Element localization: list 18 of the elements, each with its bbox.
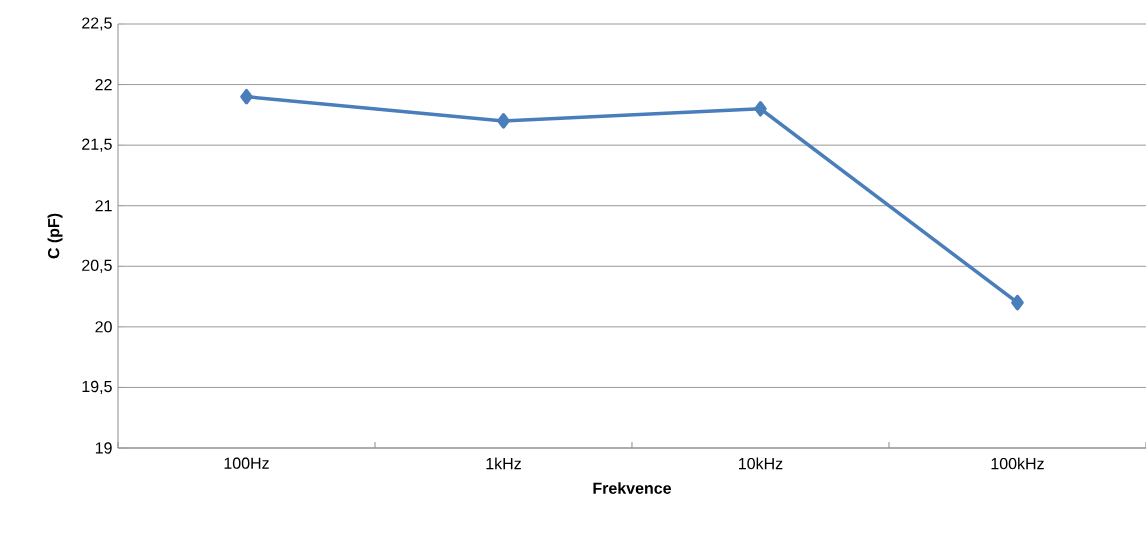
point [754, 101, 767, 117]
x-tick-label: 1kHz [486, 457, 521, 470]
y-tick-label: 19 [95, 442, 112, 454]
y-tick-label: 21,5 [82, 138, 112, 152]
x-tick-label: 100Hz [224, 457, 269, 469]
y-tick-label: 20,5 [82, 259, 112, 273]
y-tick-label: 19,5 [82, 380, 112, 395]
point [1011, 294, 1024, 311]
x-tick-label: 10kHz [739, 457, 783, 470]
point [497, 113, 510, 129]
y-tick-label: 20 [95, 321, 112, 333]
x-tick-label: 100kHz [991, 457, 1044, 470]
y-axis-title: C (pF) [47, 213, 63, 259]
y-tick-label: 21 [95, 200, 112, 212]
x-axis-title: Frekvence [593, 482, 672, 494]
y-tick-label: 22 [95, 78, 112, 91]
y-tick-label: 22,5 [82, 17, 112, 31]
point [240, 88, 253, 105]
